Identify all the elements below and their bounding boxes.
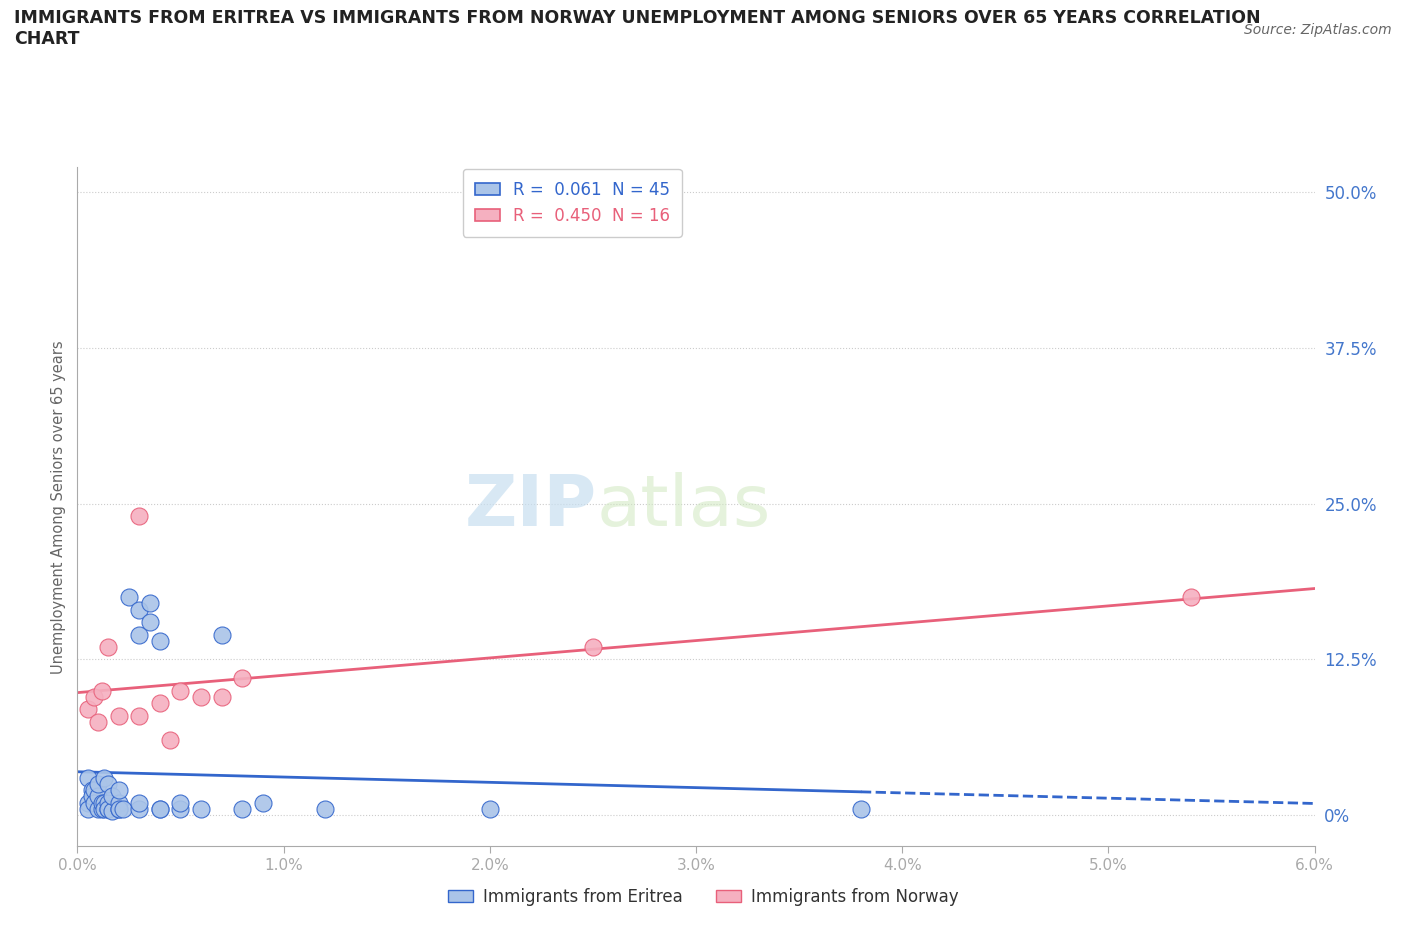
Point bbox=[211, 627, 233, 642]
Point bbox=[91, 684, 114, 698]
Point bbox=[138, 596, 160, 611]
Point bbox=[211, 689, 233, 704]
Point bbox=[83, 783, 105, 798]
Point bbox=[849, 802, 872, 817]
Point bbox=[128, 795, 150, 810]
Y-axis label: Unemployment Among Seniors over 65 years: Unemployment Among Seniors over 65 years bbox=[51, 340, 66, 673]
Text: ZIP: ZIP bbox=[465, 472, 598, 541]
Point bbox=[97, 802, 120, 817]
Point bbox=[97, 640, 120, 655]
Point bbox=[93, 795, 115, 810]
Point bbox=[107, 708, 129, 723]
Point bbox=[128, 603, 150, 618]
Point bbox=[582, 640, 605, 655]
Point bbox=[128, 708, 150, 723]
Point bbox=[97, 777, 120, 791]
Point bbox=[149, 802, 172, 817]
Point bbox=[76, 795, 98, 810]
Point bbox=[83, 689, 105, 704]
Point bbox=[76, 770, 98, 785]
Point bbox=[93, 770, 115, 785]
Point bbox=[190, 802, 212, 817]
Point bbox=[107, 795, 129, 810]
Point bbox=[231, 802, 253, 817]
Point bbox=[478, 802, 501, 817]
Point bbox=[87, 789, 110, 804]
Point bbox=[87, 714, 110, 729]
Point bbox=[93, 802, 115, 817]
Point bbox=[107, 802, 129, 817]
Point bbox=[190, 689, 212, 704]
Point bbox=[76, 702, 98, 717]
Point bbox=[169, 795, 191, 810]
Text: IMMIGRANTS FROM ERITREA VS IMMIGRANTS FROM NORWAY UNEMPLOYMENT AMONG SENIORS OVE: IMMIGRANTS FROM ERITREA VS IMMIGRANTS FR… bbox=[14, 9, 1261, 48]
Point bbox=[149, 633, 172, 648]
Point bbox=[87, 802, 110, 817]
Point bbox=[149, 696, 172, 711]
Legend: R =  0.061  N = 45, R =  0.450  N = 16: R = 0.061 N = 45, R = 0.450 N = 16 bbox=[463, 169, 682, 236]
Point bbox=[91, 802, 114, 817]
Point bbox=[169, 684, 191, 698]
Point bbox=[252, 795, 274, 810]
Point bbox=[83, 795, 105, 810]
Point bbox=[231, 671, 253, 685]
Point bbox=[128, 509, 150, 524]
Point bbox=[128, 627, 150, 642]
Point bbox=[1180, 590, 1202, 604]
Point bbox=[107, 802, 129, 817]
Point bbox=[87, 777, 110, 791]
Point bbox=[97, 802, 120, 817]
Point bbox=[314, 802, 336, 817]
Text: Source: ZipAtlas.com: Source: ZipAtlas.com bbox=[1244, 23, 1392, 37]
Point bbox=[169, 802, 191, 817]
Point bbox=[97, 795, 120, 810]
Point bbox=[80, 789, 103, 804]
Point bbox=[107, 783, 129, 798]
Point bbox=[149, 802, 172, 817]
Point bbox=[118, 590, 141, 604]
Point bbox=[76, 802, 98, 817]
Point bbox=[128, 802, 150, 817]
Legend: Immigrants from Eritrea, Immigrants from Norway: Immigrants from Eritrea, Immigrants from… bbox=[441, 881, 965, 912]
Point bbox=[111, 802, 134, 817]
Point bbox=[91, 795, 114, 810]
Point bbox=[138, 615, 160, 630]
Point bbox=[159, 733, 181, 748]
Text: atlas: atlas bbox=[598, 472, 772, 541]
Point bbox=[101, 789, 124, 804]
Point bbox=[80, 783, 103, 798]
Point bbox=[101, 804, 124, 818]
